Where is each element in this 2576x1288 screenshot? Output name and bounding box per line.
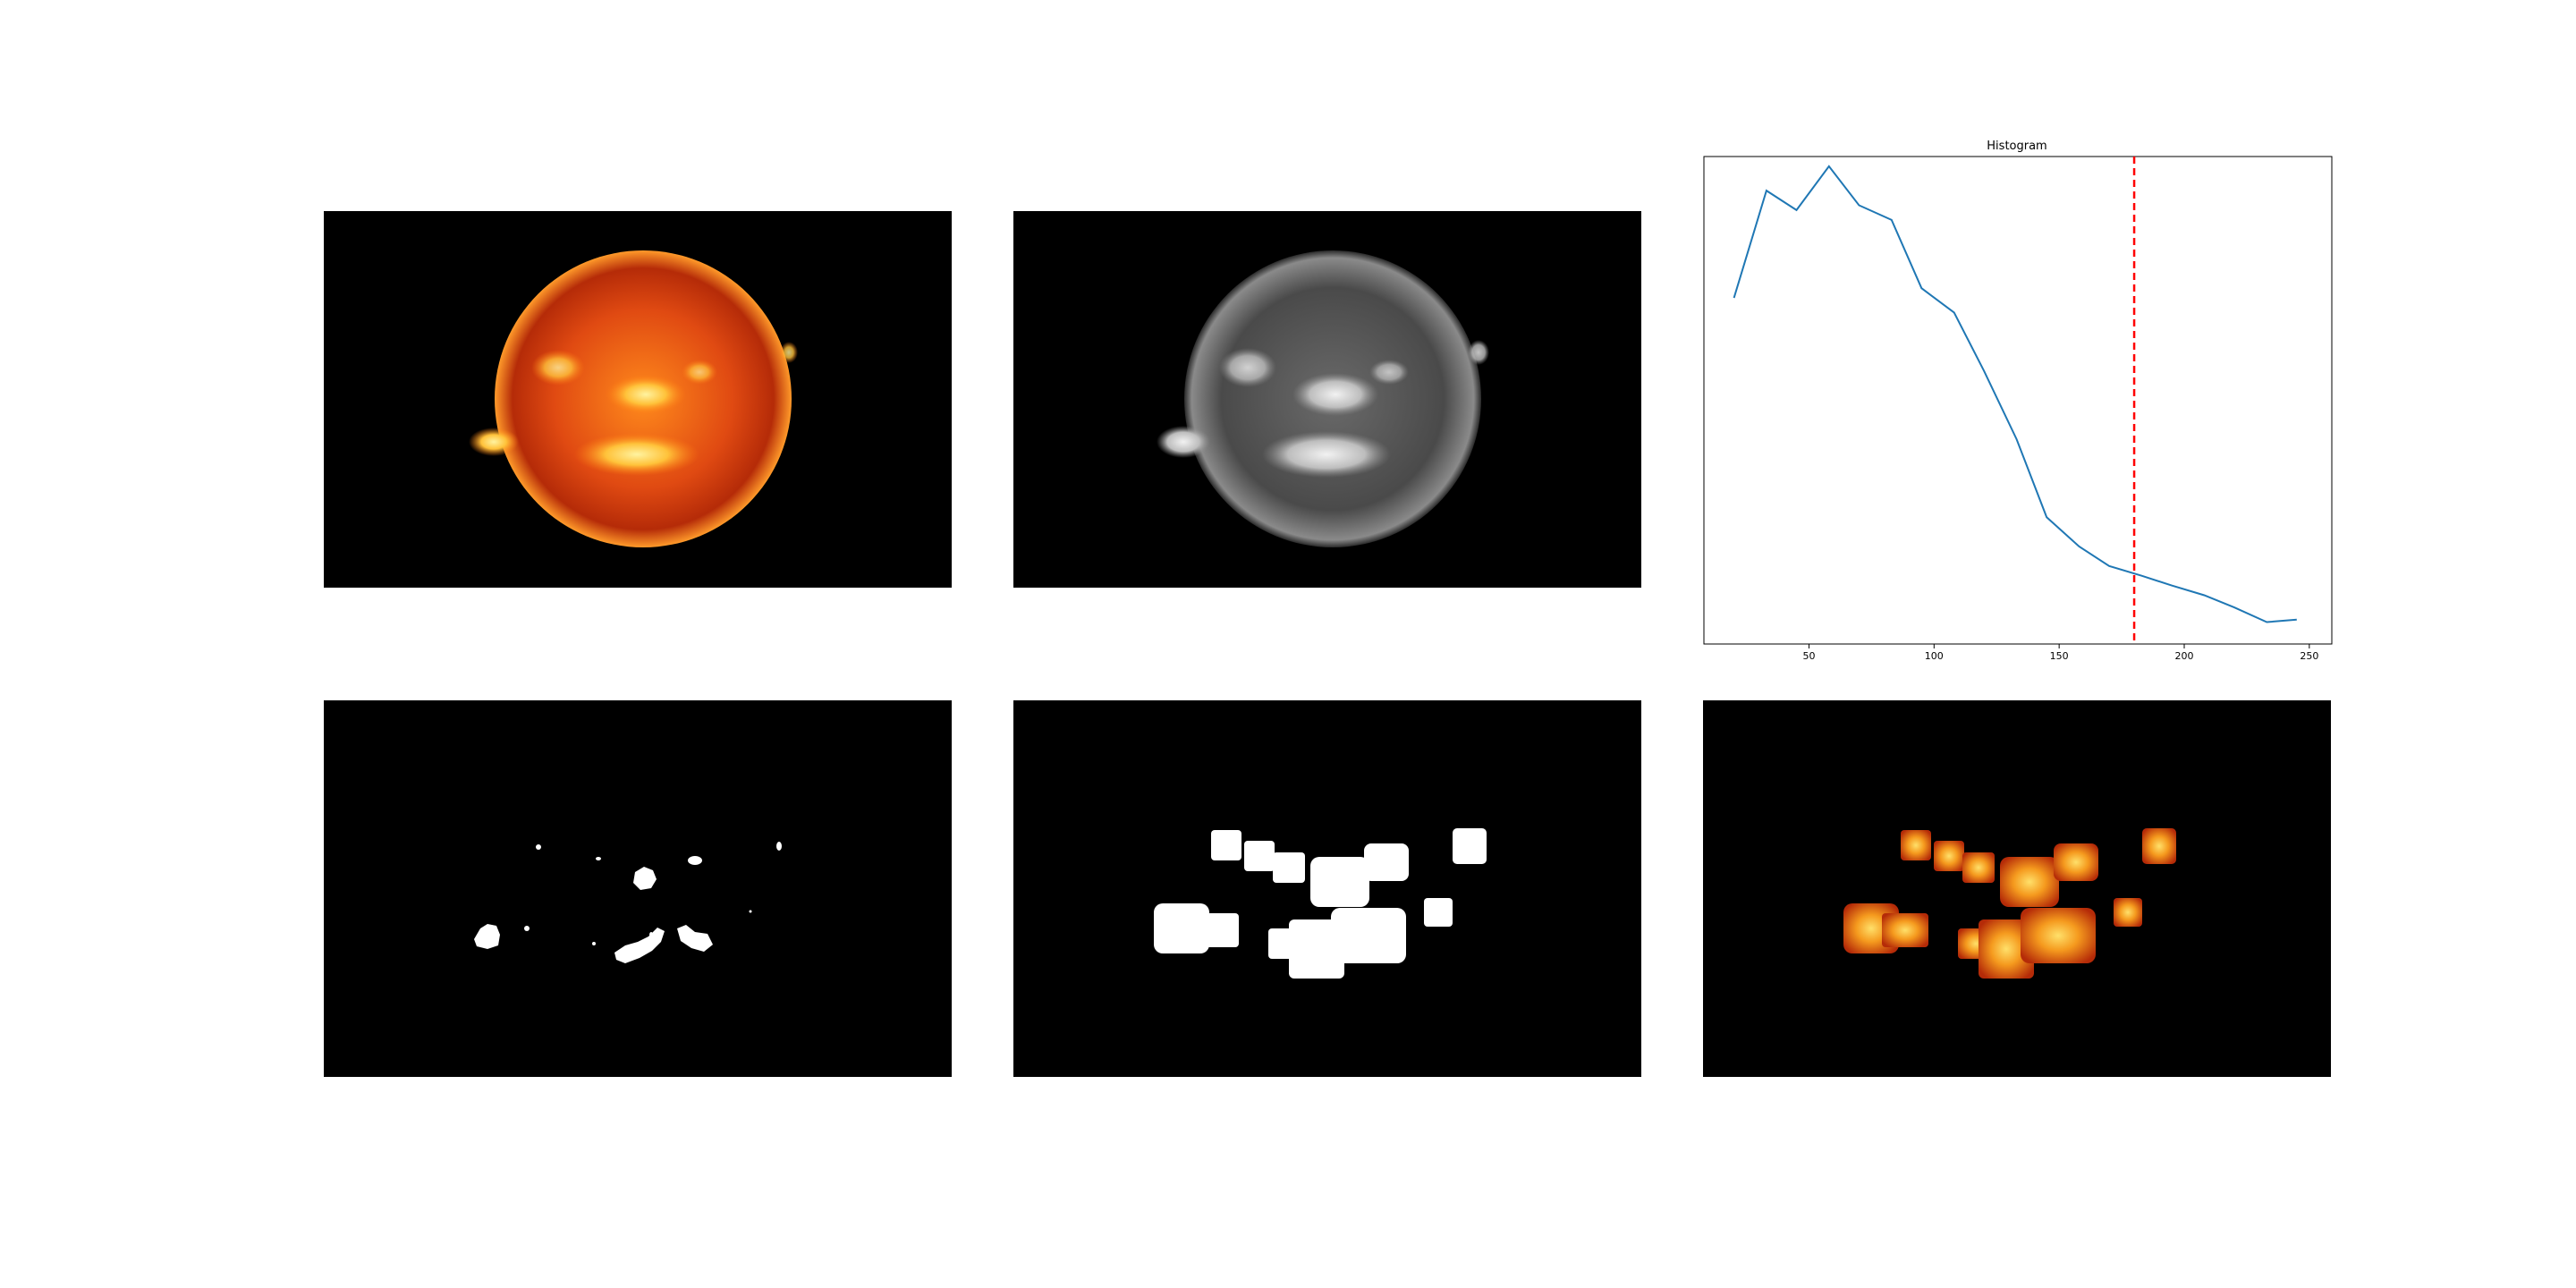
dilated-region-7 (1424, 898, 1453, 927)
threshold-mask-image (324, 700, 952, 1077)
x-tick-label: 250 (2300, 650, 2318, 662)
dilated-region-1 (1211, 830, 1241, 860)
result-patch-11 (1979, 919, 2034, 979)
mask-dot-e (524, 926, 530, 931)
x-tick-label: 50 (1802, 650, 1815, 662)
gray-flare-left (1157, 426, 1210, 458)
sun-active-region-2 (574, 433, 699, 476)
dilated-region-6 (1453, 828, 1487, 864)
sun-active-region-4 (682, 360, 717, 385)
dilated-region-12 (1331, 908, 1406, 963)
dilated-region-2 (1244, 841, 1275, 871)
result-patch-7 (2114, 898, 2142, 927)
dilated-mask-svg (1154, 828, 1487, 979)
original-sun-image (324, 211, 952, 588)
x-tick-label: 100 (1925, 650, 1944, 662)
mask-dot-d (596, 857, 601, 860)
mask-blob-left (474, 924, 500, 949)
gray-region-2 (1262, 431, 1391, 478)
threshold-mask-svg (474, 842, 782, 963)
result-patch-3 (1962, 852, 1995, 883)
mask-blob-top (633, 867, 657, 890)
mask-dot-a (688, 856, 702, 865)
sun-active-region-3 (531, 350, 585, 386)
mask-dot-f (649, 932, 653, 937)
histogram-title: Histogram (1987, 140, 2046, 153)
sun-active-region-1 (606, 375, 686, 414)
result-patch-9 (1882, 913, 1928, 947)
original-sun-svg (469, 250, 798, 547)
histogram-series-line (1733, 165, 2297, 623)
grayscale-sun-image (1013, 211, 1641, 588)
mask-blob-bottom-1 (614, 928, 665, 963)
histogram-x-ticks: 50 100 150 200 250 (1802, 644, 2318, 662)
dilated-region-5 (1364, 843, 1409, 881)
masked-result-svg (1843, 828, 2176, 979)
mask-dot-g (592, 942, 596, 945)
masked-result-image (1703, 700, 2331, 1077)
gray-flare-right (1468, 340, 1489, 365)
histogram-chart: Histogram 50 100 150 200 250 (1682, 134, 2361, 671)
dilated-region-11 (1289, 919, 1344, 979)
result-patch-5 (2054, 843, 2098, 881)
result-patch-12 (2021, 908, 2096, 963)
mask-dot-c (536, 844, 541, 850)
x-tick-label: 200 (2174, 650, 2193, 662)
gray-region-4 (1369, 360, 1409, 385)
result-patch-6 (2142, 828, 2176, 864)
histogram-svg: Histogram 50 100 150 200 250 (1703, 140, 2333, 662)
dilated-region-9 (1192, 913, 1239, 947)
histogram-axes-frame (1703, 156, 2333, 645)
dilated-region-3 (1273, 852, 1305, 883)
result-patch-1 (1901, 830, 1931, 860)
mask-blob-bottom-2 (677, 925, 713, 952)
result-patch-2 (1934, 841, 1964, 871)
mask-dot-b (776, 842, 782, 851)
sun-flare-left (469, 428, 519, 456)
mask-dot-h (749, 910, 752, 913)
gray-region-1 (1292, 373, 1378, 416)
dilated-region-4 (1310, 857, 1369, 907)
x-tick-label: 150 (2050, 650, 2069, 662)
grayscale-sun-svg (1157, 250, 1489, 547)
dilated-mask-image (1013, 700, 1641, 1077)
sun-flare-right (780, 342, 798, 363)
gray-region-3 (1219, 348, 1276, 387)
result-patch-4 (2000, 857, 2059, 907)
